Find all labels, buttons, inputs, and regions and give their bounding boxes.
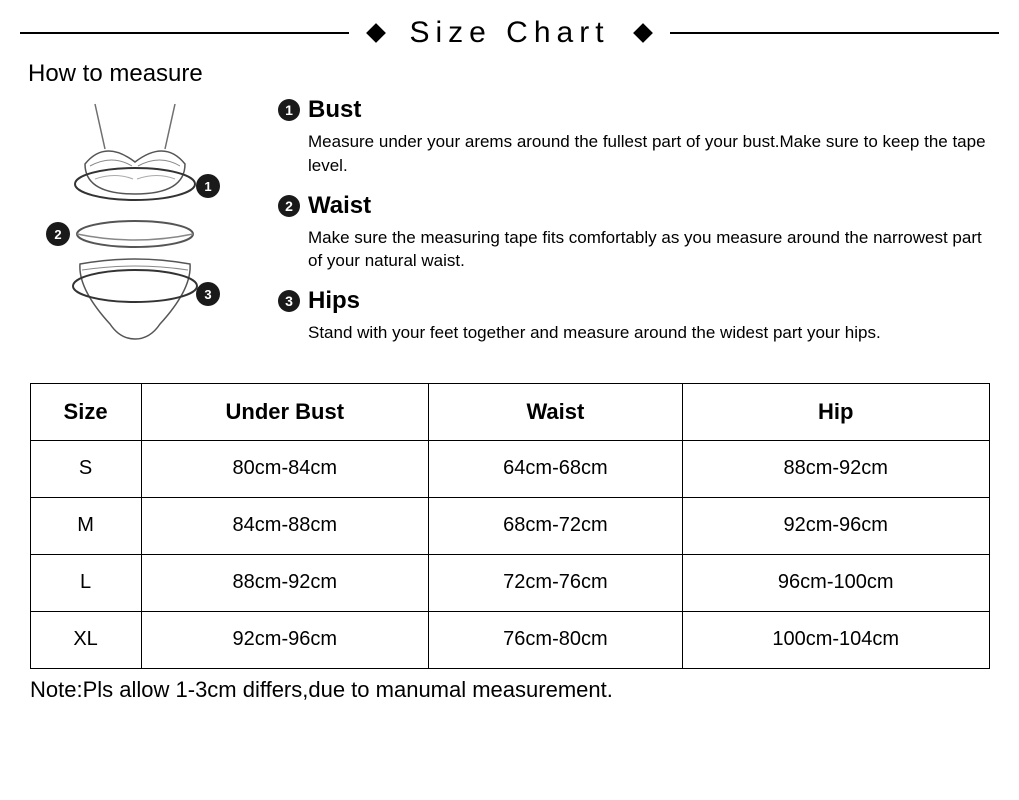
how-to-measure-section: 1 2 3 1 Bust Measure under your arems ar… xyxy=(20,94,999,359)
table-cell: XL xyxy=(30,611,141,668)
table-cell: 64cm-68cm xyxy=(428,440,682,497)
table-header-cell: Waist xyxy=(428,383,682,440)
table-cell: 72cm-76cm xyxy=(428,554,682,611)
body-diagram-icon: 1 2 3 xyxy=(20,94,250,344)
page-title: Size Chart xyxy=(403,16,615,50)
diagram-marker-waist: 2 xyxy=(46,222,70,246)
size-chart-page: Size Chart How to measure xyxy=(0,0,1019,800)
diagram-marker-waist-num: 2 xyxy=(54,227,61,242)
table-row: S 80cm-84cm 64cm-68cm 88cm-92cm xyxy=(30,440,989,497)
measurement-diagram: 1 2 3 xyxy=(20,94,250,349)
table-header-cell: Size xyxy=(30,383,141,440)
instruction-title: Hips xyxy=(308,287,360,315)
table-cell: L xyxy=(30,554,141,611)
table-header-cell: Under Bust xyxy=(141,383,428,440)
instruction-body: Stand with your feet together and measur… xyxy=(308,321,999,345)
table-cell: 84cm-88cm xyxy=(141,497,428,554)
table-cell: 80cm-84cm xyxy=(141,440,428,497)
table-cell: 88cm-92cm xyxy=(141,554,428,611)
table-cell: M xyxy=(30,497,141,554)
table-row: L 88cm-92cm 72cm-76cm 96cm-100cm xyxy=(30,554,989,611)
instruction-body: Make sure the measuring tape fits comfor… xyxy=(308,226,999,274)
table-header-cell: Hip xyxy=(682,383,989,440)
instruction-title: Waist xyxy=(308,192,371,220)
measurement-footnote: Note:Pls allow 1-3cm differs,due to manu… xyxy=(30,677,999,703)
instruction-bust: 1 Bust Measure under your arems around t… xyxy=(278,96,999,178)
diagram-marker-bust: 1 xyxy=(196,174,220,198)
instruction-hips: 3 Hips Stand with your feet together and… xyxy=(278,287,999,345)
diagram-marker-hips-num: 3 xyxy=(204,287,211,302)
diamond-icon xyxy=(367,23,387,43)
table-cell: 76cm-80cm xyxy=(428,611,682,668)
diamond-icon xyxy=(633,23,653,43)
table-cell: 68cm-72cm xyxy=(428,497,682,554)
instruction-body: Measure under your arems around the full… xyxy=(308,130,999,178)
table-cell: 100cm-104cm xyxy=(682,611,989,668)
table-row: XL 92cm-96cm 76cm-80cm 100cm-104cm xyxy=(30,611,989,668)
instruction-number-badge: 2 xyxy=(278,195,300,217)
table-row: M 84cm-88cm 68cm-72cm 92cm-96cm xyxy=(30,497,989,554)
diagram-marker-hips: 3 xyxy=(196,282,220,306)
table-cell: 96cm-100cm xyxy=(682,554,989,611)
instruction-number-badge: 3 xyxy=(278,290,300,312)
instruction-waist: 2 Waist Make sure the measuring tape fit… xyxy=(278,192,999,274)
table-cell: 92cm-96cm xyxy=(682,497,989,554)
instruction-title: Bust xyxy=(308,96,361,124)
title-row: Size Chart xyxy=(20,0,999,50)
table-header-row: Size Under Bust Waist Hip xyxy=(30,383,989,440)
diagram-marker-bust-num: 1 xyxy=(204,179,211,194)
table-cell: 92cm-96cm xyxy=(141,611,428,668)
table-cell: 88cm-92cm xyxy=(682,440,989,497)
instruction-list: 1 Bust Measure under your arems around t… xyxy=(278,94,999,359)
table-cell: S xyxy=(30,440,141,497)
instruction-number-badge: 1 xyxy=(278,99,300,121)
title-rule-left xyxy=(20,32,349,34)
how-to-measure-heading: How to measure xyxy=(28,60,999,88)
title-rule-right xyxy=(670,32,999,34)
size-table: Size Under Bust Waist Hip S 80cm-84cm 64… xyxy=(30,383,990,669)
